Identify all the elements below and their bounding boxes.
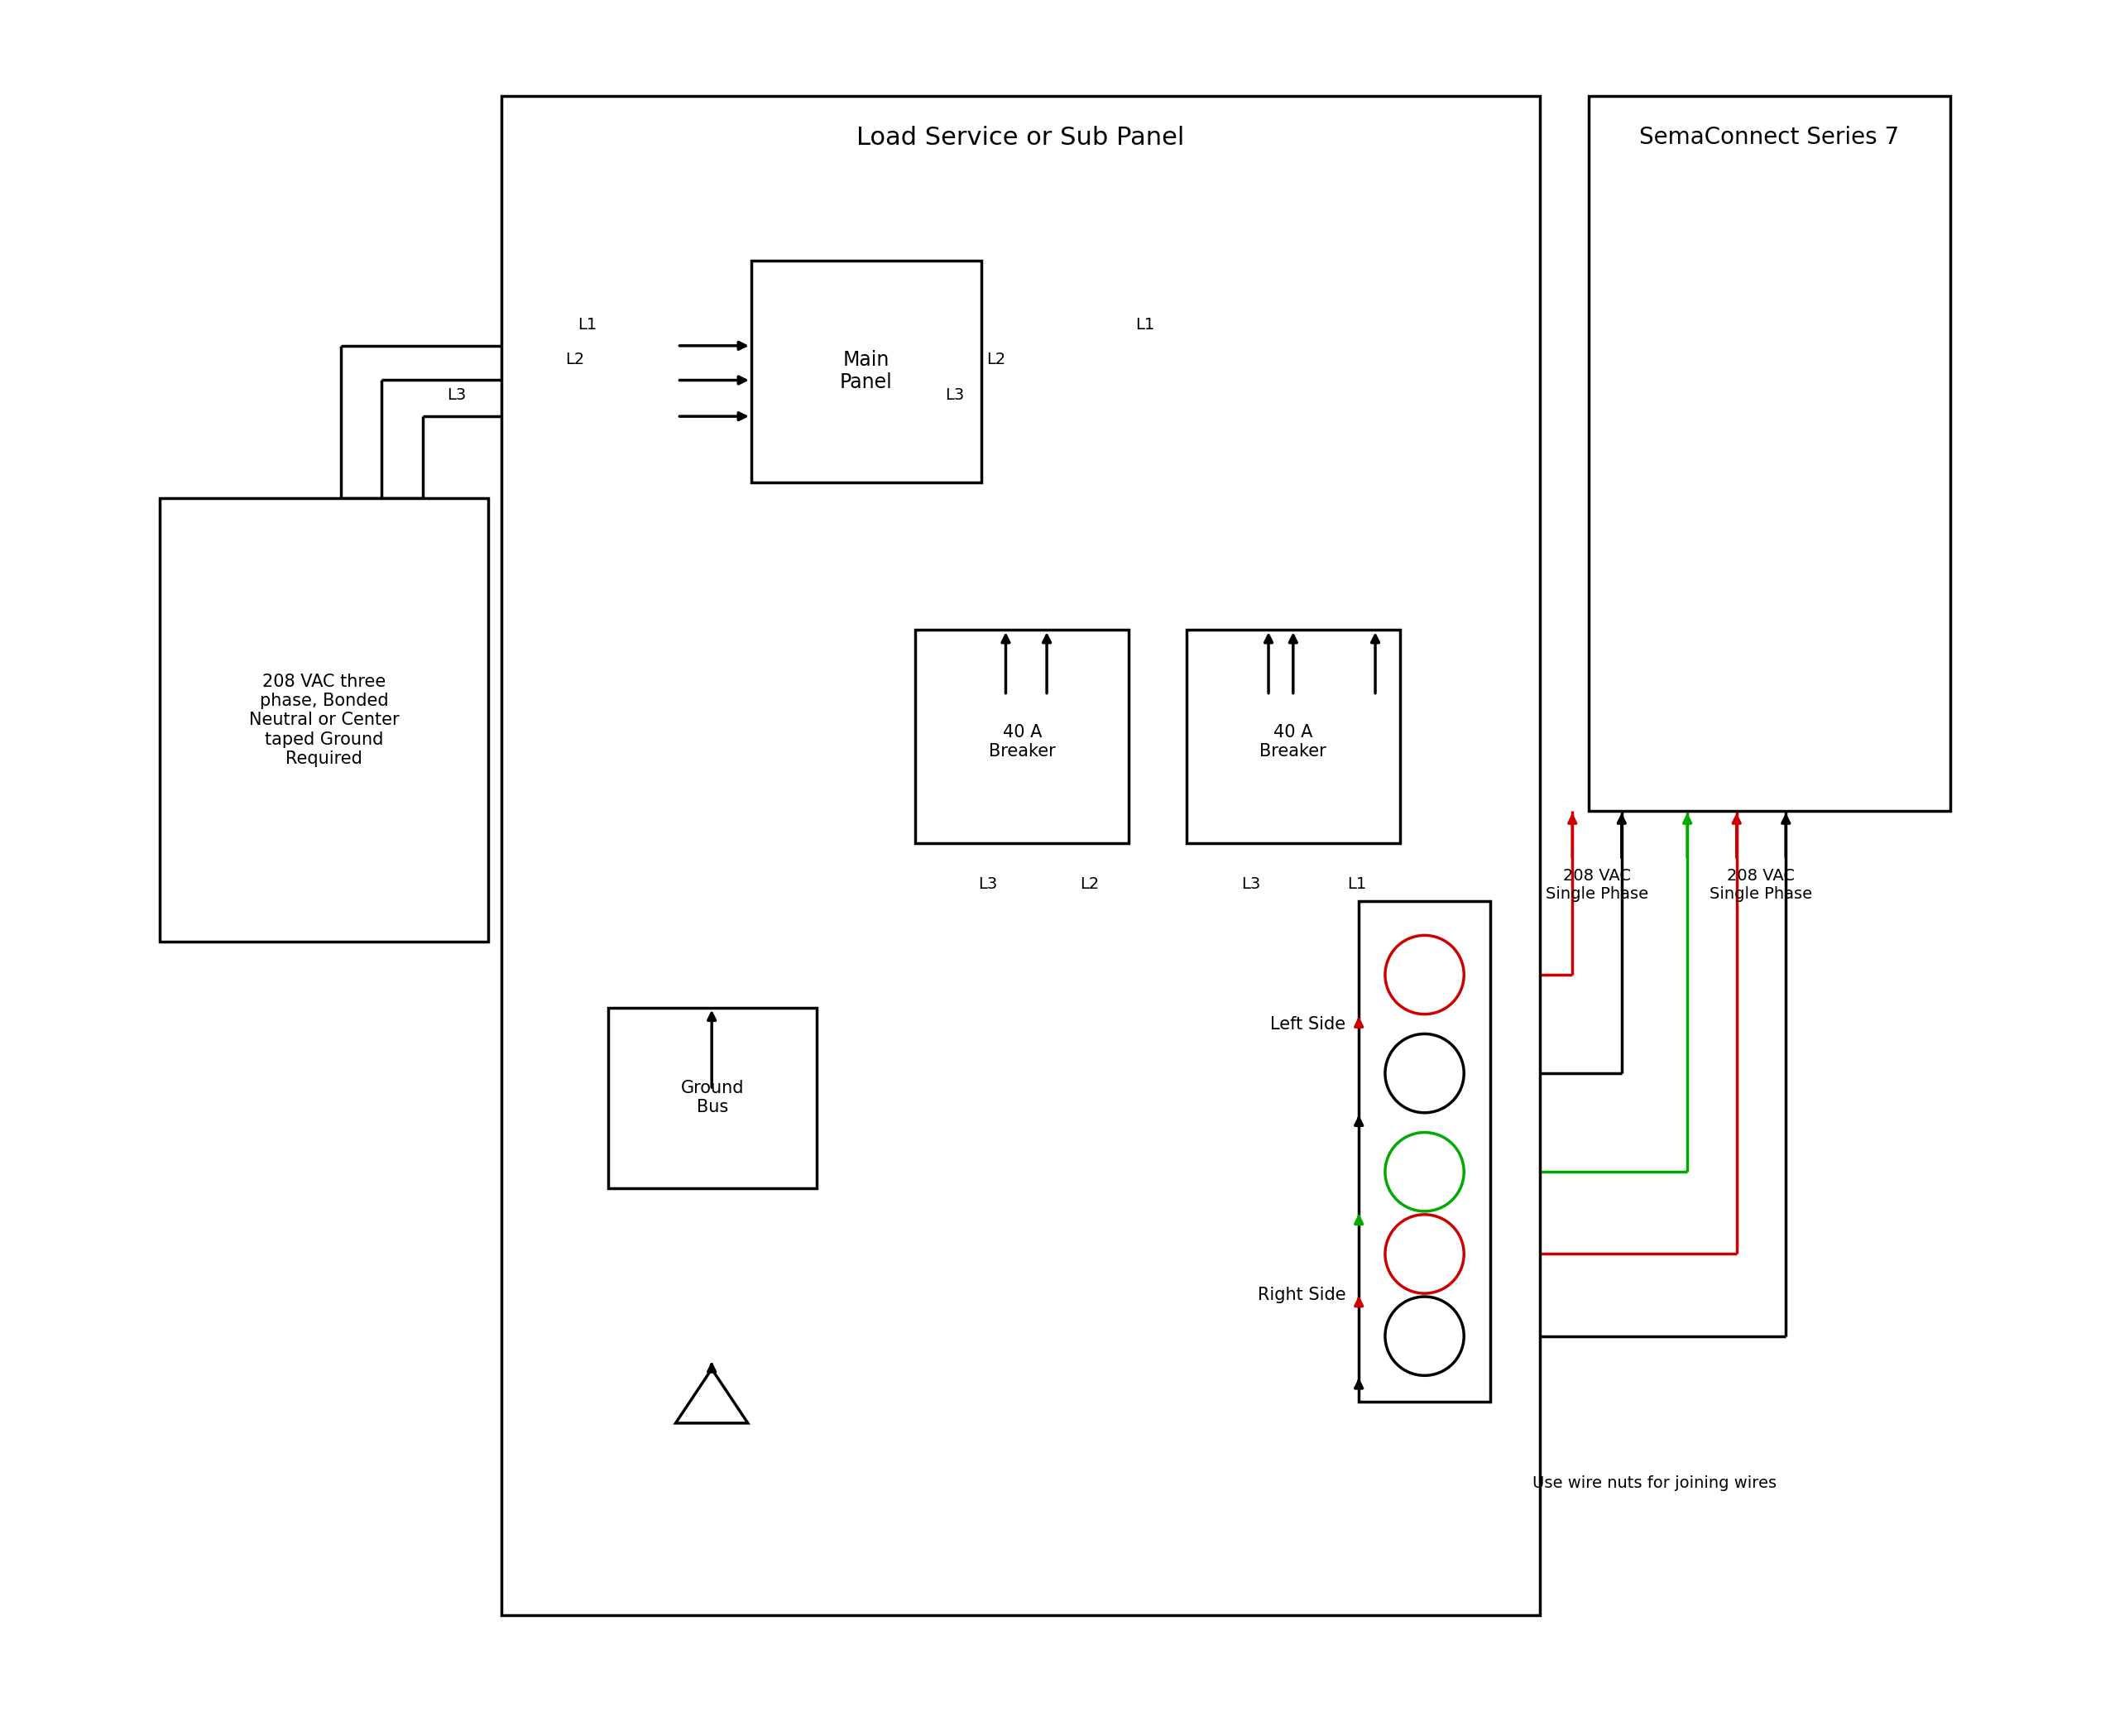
Bar <box>1359 901 1490 1401</box>
Text: Left Side: Left Side <box>1270 1016 1346 1033</box>
Text: 208 VAC
Single Phase: 208 VAC Single Phase <box>1709 868 1812 903</box>
Bar <box>1589 95 1950 811</box>
Text: L2: L2 <box>987 351 1006 366</box>
Text: L2: L2 <box>565 351 584 366</box>
Text: L1: L1 <box>578 318 597 333</box>
Bar <box>502 95 1540 1614</box>
Bar <box>916 630 1129 844</box>
Text: Main
Panel: Main Panel <box>840 349 893 392</box>
Text: 40 A
Breaker: 40 A Breaker <box>1260 724 1327 759</box>
Text: L2: L2 <box>1080 877 1099 892</box>
Text: L3: L3 <box>979 877 998 892</box>
Bar <box>160 498 487 943</box>
Text: 208 VAC three
phase, Bonded
Neutral or Center
taped Ground
Required: 208 VAC three phase, Bonded Neutral or C… <box>249 674 399 767</box>
Text: 40 A
Breaker: 40 A Breaker <box>990 724 1055 759</box>
Text: L3: L3 <box>447 387 466 403</box>
Text: L3: L3 <box>1241 877 1260 892</box>
Text: SemaConnect Series 7: SemaConnect Series 7 <box>1639 125 1899 149</box>
Bar <box>1186 630 1399 844</box>
Text: Ground
Bus: Ground Bus <box>682 1080 745 1116</box>
Text: L1: L1 <box>1348 877 1367 892</box>
Text: Right Side: Right Side <box>1258 1286 1346 1304</box>
Text: Use wire nuts for joining wires: Use wire nuts for joining wires <box>1532 1476 1777 1491</box>
Bar <box>608 1007 817 1187</box>
Text: Load Service or Sub Panel: Load Service or Sub Panel <box>857 125 1184 149</box>
Bar <box>751 260 981 483</box>
Text: L1: L1 <box>1135 318 1154 333</box>
Text: L3: L3 <box>945 387 964 403</box>
Text: 208 VAC
Single Phase: 208 VAC Single Phase <box>1547 868 1648 903</box>
